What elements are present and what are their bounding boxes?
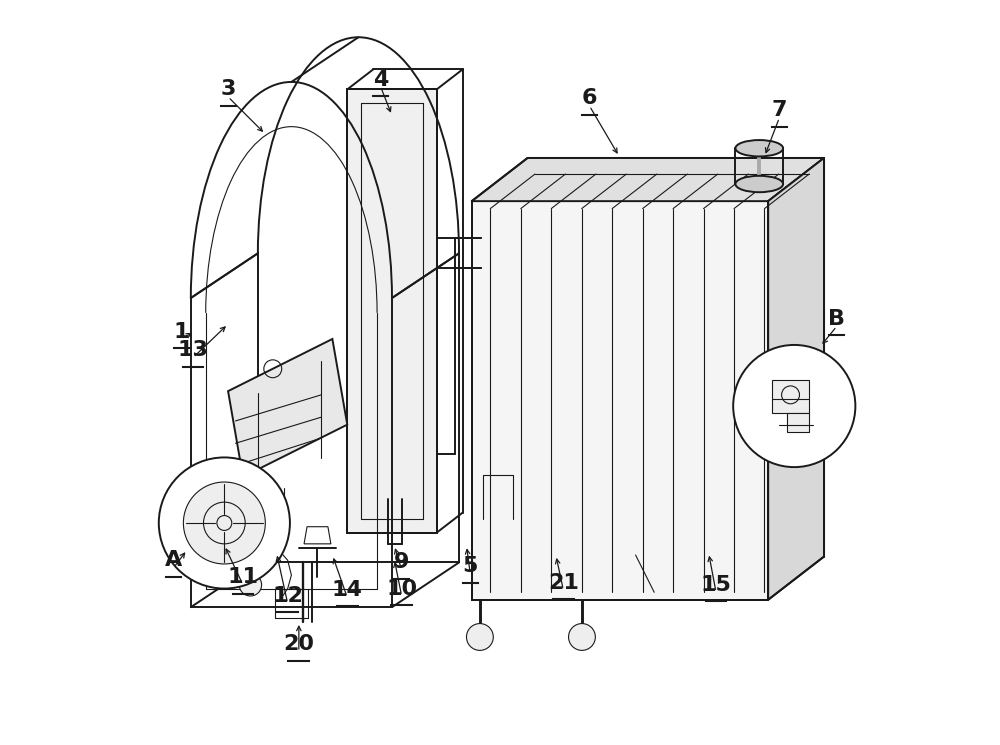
Text: 6: 6: [582, 89, 597, 108]
Text: 5: 5: [463, 557, 478, 576]
Polygon shape: [768, 158, 824, 600]
Text: 12: 12: [272, 586, 303, 606]
Text: 21: 21: [548, 573, 579, 592]
Text: 3: 3: [220, 80, 236, 99]
Circle shape: [466, 624, 493, 650]
Text: 13: 13: [178, 340, 208, 360]
Text: 4: 4: [373, 70, 388, 89]
Circle shape: [263, 510, 285, 533]
Circle shape: [239, 574, 262, 596]
Text: 1: 1: [173, 322, 189, 341]
Text: 15: 15: [701, 575, 731, 595]
Polygon shape: [347, 89, 437, 533]
Text: 9: 9: [394, 553, 409, 572]
Text: 20: 20: [283, 635, 314, 654]
Text: 7: 7: [772, 101, 787, 120]
Text: A: A: [165, 551, 182, 570]
Polygon shape: [772, 380, 809, 413]
Circle shape: [159, 457, 290, 589]
Text: 14: 14: [332, 580, 363, 600]
Ellipse shape: [735, 176, 783, 192]
Text: 11: 11: [227, 568, 258, 587]
Circle shape: [733, 345, 855, 467]
Ellipse shape: [735, 140, 783, 156]
Circle shape: [569, 624, 595, 650]
Polygon shape: [472, 201, 768, 600]
Text: 10: 10: [386, 579, 417, 598]
Circle shape: [183, 482, 265, 564]
Text: B: B: [828, 309, 845, 329]
Polygon shape: [228, 339, 347, 477]
Polygon shape: [472, 158, 824, 201]
Polygon shape: [787, 413, 809, 432]
